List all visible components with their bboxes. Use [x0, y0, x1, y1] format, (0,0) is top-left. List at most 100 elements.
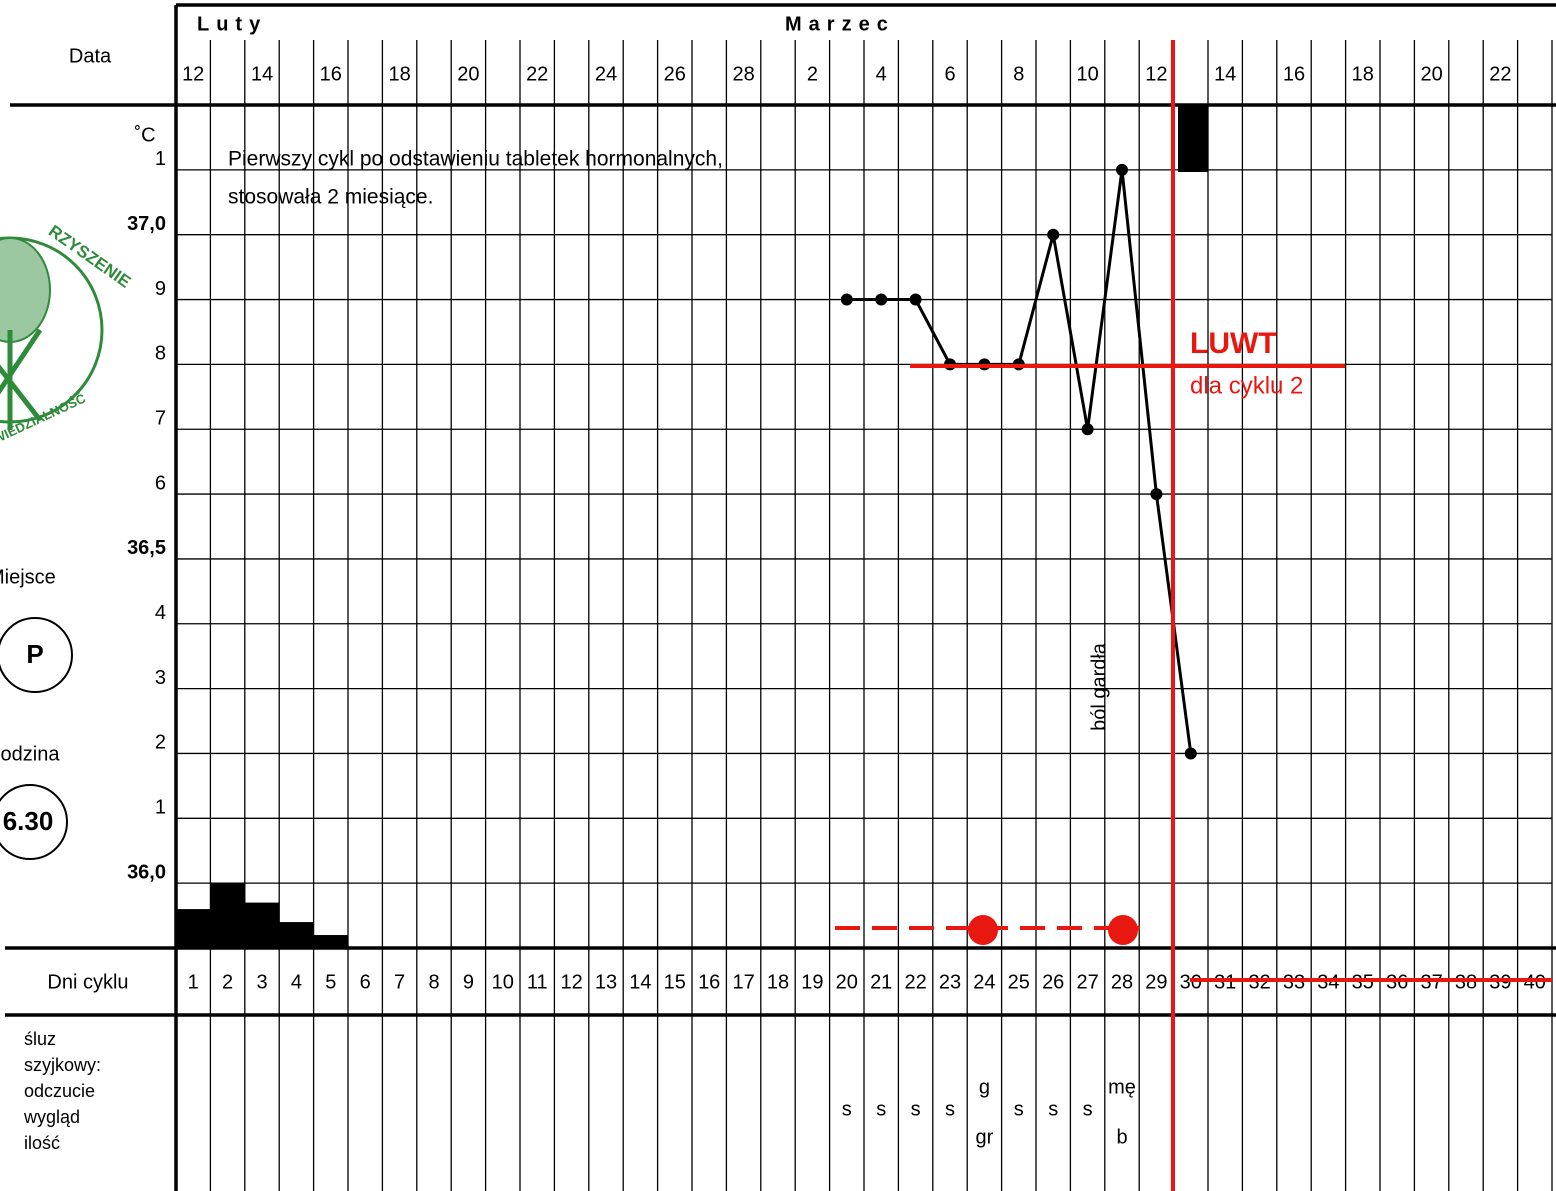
month-label: Marzec	[785, 13, 895, 35]
date-label: 6	[944, 63, 955, 85]
x-axis-label: Dni cyklu	[47, 971, 128, 993]
x-tick-label: 30	[1180, 971, 1202, 993]
x-tick-label: 36	[1386, 971, 1408, 993]
x-tick-label: 24	[973, 971, 995, 993]
x-tick-label: 34	[1317, 971, 1339, 993]
x-tick-label: 7	[394, 971, 405, 993]
date-label: 14	[251, 63, 273, 85]
date-label: 16	[1283, 63, 1305, 85]
bleeding-bar	[244, 902, 280, 948]
date-label: 12	[182, 63, 204, 85]
x-tick-label: 2	[222, 971, 233, 993]
time-label: Godzina	[0, 743, 60, 765]
mucus-label: szyjkowy:	[24, 1055, 101, 1075]
x-tick-label: 18	[767, 971, 789, 993]
x-tick-label: 37	[1420, 971, 1442, 993]
date-label: 8	[1013, 63, 1024, 85]
x-tick-label: 16	[698, 971, 720, 993]
mucus-entry: s	[842, 1098, 852, 1120]
note: stosowała 2 miesiące.	[228, 186, 433, 209]
temperature-point	[875, 293, 888, 306]
x-tick-label: 13	[595, 971, 617, 993]
temperature-point	[909, 293, 922, 306]
date-label: 2	[807, 63, 818, 85]
y-tick-label: 1	[155, 148, 166, 170]
mucus-entry: s	[911, 1098, 921, 1120]
x-tick-label: 4	[291, 971, 302, 993]
time-circle	[0, 784, 68, 860]
mucus-label: odczucie	[24, 1081, 95, 1101]
x-tick-label: 1	[188, 971, 199, 993]
mucus-entry: g	[979, 1076, 990, 1098]
luwt-label: LUWT	[1190, 327, 1277, 360]
temperature-point	[1184, 747, 1197, 760]
mucus-label: wygląd	[23, 1107, 80, 1127]
y-tick-label: 7	[155, 408, 166, 430]
place-label: Miejsce	[0, 566, 56, 588]
logo-cross	[0, 328, 43, 430]
x-tick-label: 31	[1214, 971, 1236, 993]
mucus-entry: s	[876, 1098, 886, 1120]
logo-tree	[0, 237, 51, 343]
mucus-entry: s	[1048, 1098, 1058, 1120]
date-label: 22	[526, 63, 548, 85]
date-label: 14	[1214, 63, 1236, 85]
bleeding-bar	[279, 922, 314, 948]
red-dot	[1108, 915, 1138, 945]
x-tick-label: 21	[870, 971, 892, 993]
mucus-entry: s	[945, 1098, 955, 1120]
date-label: 18	[388, 63, 410, 85]
date-label: 16	[320, 63, 342, 85]
x-tick-label: 22	[904, 971, 926, 993]
temperature-point	[840, 293, 853, 306]
x-tick-label: 8	[428, 971, 439, 993]
bleeding-bar	[176, 909, 211, 948]
x-tick-label: 29	[1145, 971, 1167, 993]
x-tick-label: 33	[1283, 971, 1305, 993]
temperature-point	[1150, 488, 1163, 501]
mucus-label: śluz	[24, 1029, 56, 1049]
x-tick-label: 10	[492, 971, 514, 993]
x-tick-label: 39	[1489, 971, 1511, 993]
luwt-sublabel: dla cyklu 2	[1190, 372, 1303, 399]
y-tick-label: 3	[155, 667, 166, 689]
x-tick-label: 32	[1248, 971, 1270, 993]
date-label: 18	[1352, 63, 1374, 85]
x-tick-label: 26	[1042, 971, 1064, 993]
x-tick-label: 15	[664, 971, 686, 993]
date-label: 24	[595, 63, 617, 85]
x-tick-label: 9	[463, 971, 474, 993]
symptom-note: ból gardła	[1088, 642, 1110, 731]
y-tick-label: 6	[155, 472, 166, 494]
logo: RZYSZENIE OWIEDZIALNOŚĆ	[0, 221, 134, 451]
y-tick-label: 36,0	[127, 861, 166, 883]
x-tick-label: 27	[1076, 971, 1098, 993]
place-value: P	[26, 639, 43, 669]
mucus-label: ilość	[24, 1133, 60, 1153]
date-label: 22	[1489, 63, 1511, 85]
mucus-entry: mę	[1108, 1076, 1136, 1098]
date-label: 20	[1420, 63, 1442, 85]
bleeding-bar	[313, 935, 348, 948]
x-tick-label: 23	[939, 971, 961, 993]
y-tick-label: 4	[155, 602, 166, 624]
y-tick-label: 1	[155, 797, 166, 819]
x-tick-label: 35	[1352, 971, 1374, 993]
date-label: 12	[1145, 63, 1167, 85]
x-tick-label: 6	[360, 971, 371, 993]
x-tick-label: 17	[732, 971, 754, 993]
temperature-point	[1047, 228, 1060, 241]
temperature-point	[1116, 163, 1128, 176]
place-circle	[0, 617, 73, 693]
date-label: 26	[664, 63, 686, 85]
x-tick-label: 28	[1111, 971, 1133, 993]
date-label: 10	[1076, 63, 1098, 85]
temperature-point	[1081, 423, 1094, 436]
x-tick-label: 11	[527, 971, 548, 993]
x-tick-label: 38	[1455, 971, 1477, 993]
x-tick-label: 19	[801, 971, 823, 993]
y-tick-label: 2	[155, 732, 166, 754]
x-tick-label: 14	[629, 971, 651, 993]
y-axis-label: ˚C	[134, 124, 155, 146]
